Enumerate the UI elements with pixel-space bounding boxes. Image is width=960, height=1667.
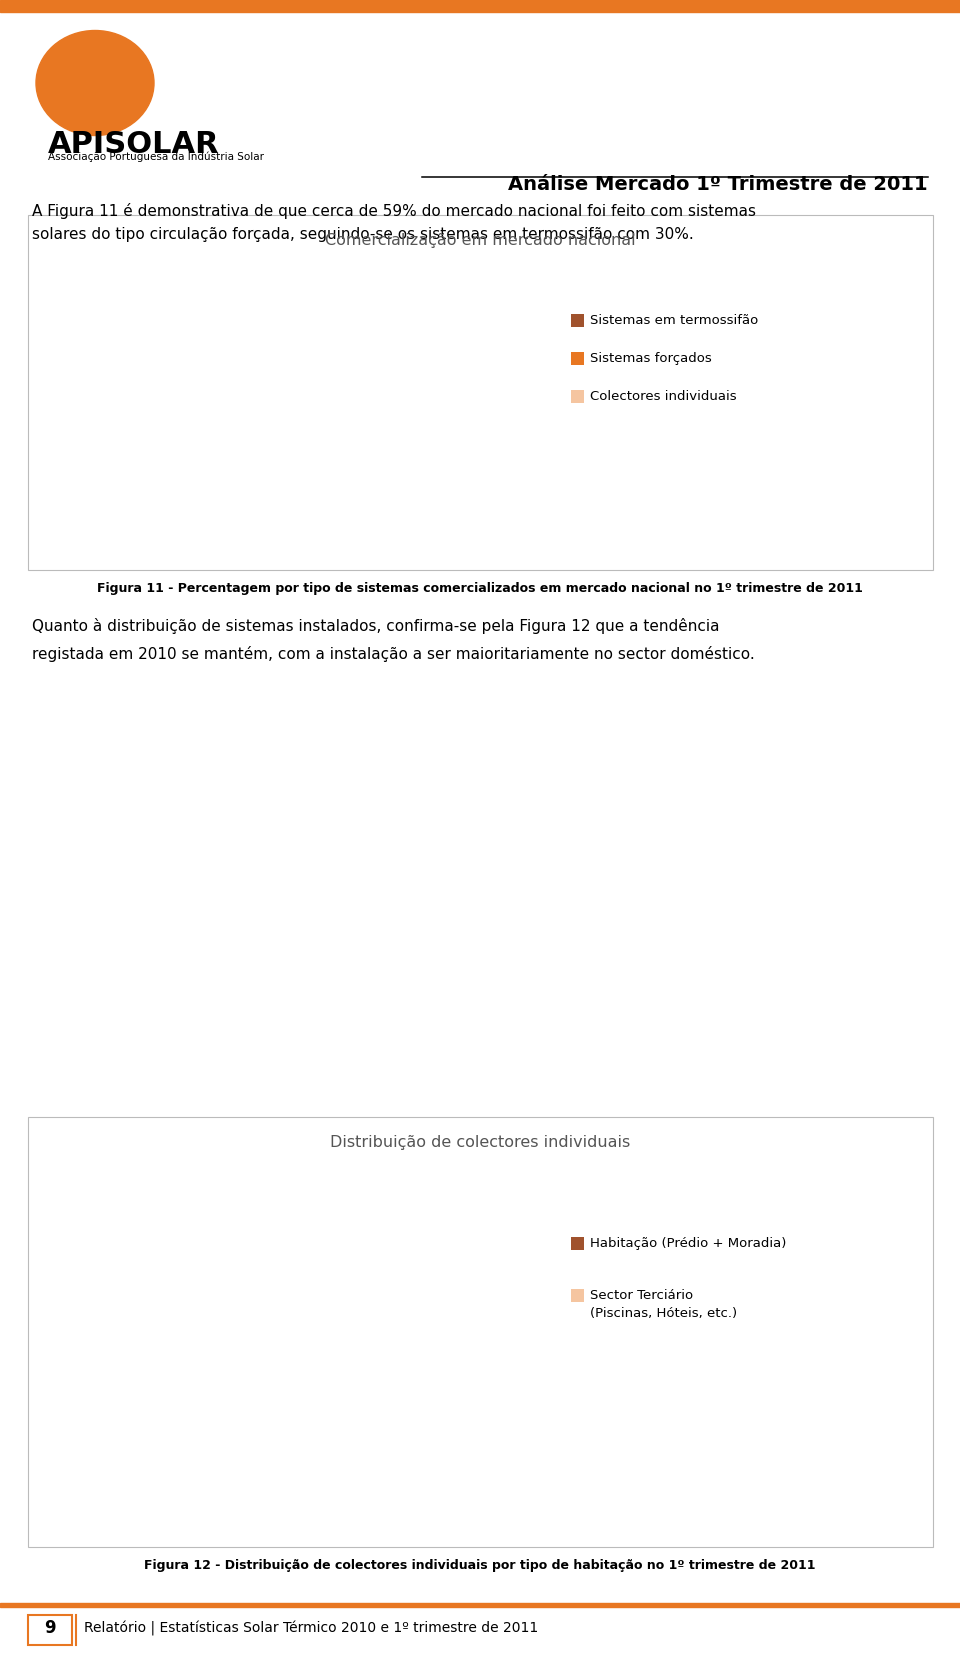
Text: Sector Terciário
(Piscinas, Hóteis, etc.): Sector Terciário (Piscinas, Hóteis, etc.… xyxy=(590,1289,737,1320)
Wedge shape xyxy=(206,1214,436,1485)
FancyBboxPatch shape xyxy=(28,1615,72,1645)
Text: 62%: 62% xyxy=(312,1382,347,1397)
Bar xyxy=(0,0,960,12)
Text: Figura 11 - Percentagem por tipo de sistemas comercializados em mercado nacional: Figura 11 - Percentagem por tipo de sist… xyxy=(97,582,863,595)
Text: 30%: 30% xyxy=(310,343,344,358)
Text: 9: 9 xyxy=(44,1619,56,1637)
Text: Habitação (Prédio + Moradia): Habitação (Prédio + Moradia) xyxy=(590,1237,786,1250)
Text: 59%: 59% xyxy=(234,472,269,487)
Wedge shape xyxy=(205,293,281,413)
Text: Comercialização em mercado nacional: Comercialização em mercado nacional xyxy=(325,233,636,248)
Text: Sistemas em termossifão: Sistemas em termossifão xyxy=(590,315,758,327)
Text: Quanto à distribuição de sistemas instalados, confirma-se pela Figura 12 que a t: Quanto à distribuição de sistemas instal… xyxy=(32,618,719,633)
FancyBboxPatch shape xyxy=(571,1237,584,1250)
Text: Colectores individuais: Colectores individuais xyxy=(590,390,736,403)
Text: Relatório | Estatísticas Solar Térmico 2010 e 1º trimestre de 2011: Relatório | Estatísticas Solar Térmico 2… xyxy=(84,1620,539,1635)
FancyBboxPatch shape xyxy=(28,1117,933,1547)
Text: A Figura 11 é demonstrativa de que cerca de 59% do mercado nacional foi feito co: A Figura 11 é demonstrativa de que cerca… xyxy=(32,203,756,218)
Wedge shape xyxy=(163,1214,300,1449)
FancyBboxPatch shape xyxy=(28,215,933,570)
FancyBboxPatch shape xyxy=(571,352,584,365)
Wedge shape xyxy=(281,293,401,450)
Text: APISOLAR: APISOLAR xyxy=(48,130,220,158)
FancyBboxPatch shape xyxy=(571,1289,584,1302)
Text: 38%: 38% xyxy=(212,1294,246,1309)
Text: Associação Portuguesa da Indústria Solar: Associação Portuguesa da Indústria Solar xyxy=(48,152,264,162)
Text: Sistemas forçados: Sistemas forçados xyxy=(590,352,711,365)
FancyBboxPatch shape xyxy=(571,390,584,403)
Text: registada em 2010 se mantém, com a instalação a ser maioritariamente no sector d: registada em 2010 se mantém, com a insta… xyxy=(32,647,755,662)
Text: Distribuição de colectores individuais: Distribuição de colectores individuais xyxy=(330,1135,631,1150)
Ellipse shape xyxy=(36,30,154,135)
Text: Análise Mercado 1º Trimestre de 2011: Análise Mercado 1º Trimestre de 2011 xyxy=(509,175,928,193)
Text: 11%: 11% xyxy=(193,335,227,350)
FancyBboxPatch shape xyxy=(571,315,584,327)
Bar xyxy=(0,1604,960,1607)
Text: Figura 12 - Distribuição de colectores individuais por tipo de habitação no 1º t: Figura 12 - Distribuição de colectores i… xyxy=(144,1559,816,1572)
Text: solares do tipo circulação forçada, seguindo-se os sistemas em termossifão com 3: solares do tipo circulação forçada, segu… xyxy=(32,227,694,242)
Wedge shape xyxy=(162,322,396,533)
